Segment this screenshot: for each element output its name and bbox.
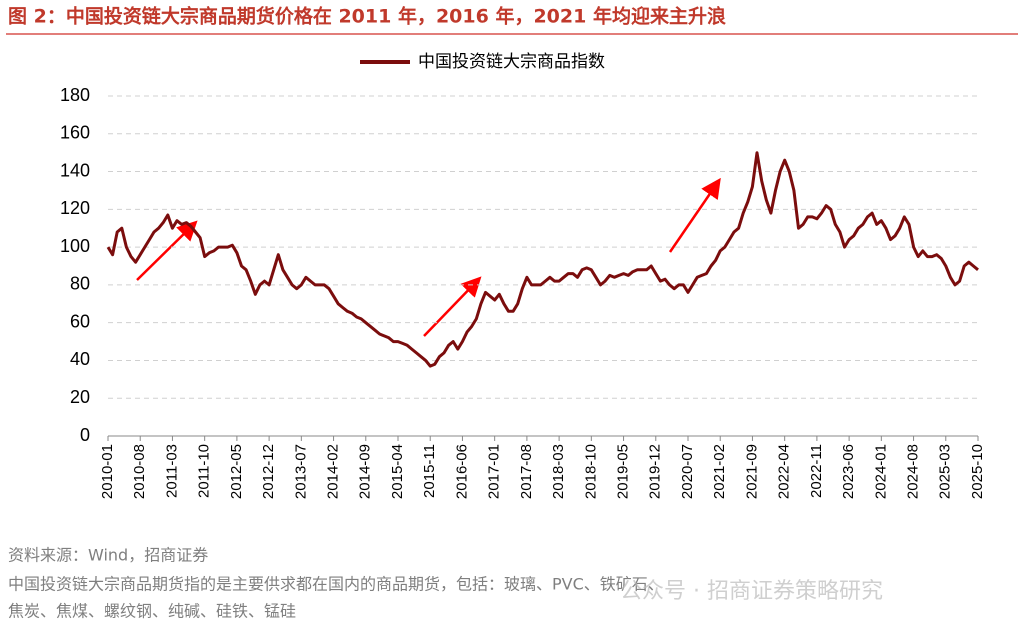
x-tick-label: 2017-01 <box>486 444 503 499</box>
x-tick-label: 2015-04 <box>389 444 406 499</box>
y-tick-label: 120 <box>60 198 90 218</box>
x-tick-label: 2022-04 <box>776 444 793 499</box>
x-tick-label: 2011-10 <box>196 444 213 498</box>
x-tick-label: 2025-03 <box>937 444 954 499</box>
y-tick-label: 40 <box>70 349 90 369</box>
y-tick-label: 20 <box>70 387 90 407</box>
x-tick-label: 2010-08 <box>131 444 148 499</box>
x-tick-label: 2011-03 <box>163 444 180 498</box>
x-tick-label: 2024-01 <box>872 444 889 499</box>
definition-note: 中国投资链大宗商品期货指的是主要供求都在国内的商品期货，包括：玻璃、PVC、铁矿… <box>8 575 664 594</box>
y-tick-label: 180 <box>60 85 90 105</box>
x-tick-label: 2023-06 <box>840 444 857 499</box>
y-tick-label: 160 <box>60 123 90 143</box>
definition-note: 焦炭、焦煤、螺纹钢、纯碱、硅铁、锰硅 <box>8 602 296 621</box>
x-tick-label: 2012-05 <box>228 444 245 499</box>
x-tick-label: 2019-12 <box>647 444 664 499</box>
x-tick-label: 2015-11 <box>421 444 438 498</box>
y-tick-label: 80 <box>70 274 90 294</box>
arrows <box>136 177 721 337</box>
x-tick-label: 2014-09 <box>357 444 374 499</box>
x-tick-label: 2020-07 <box>679 444 696 499</box>
x-tick-label: 2012-12 <box>260 444 277 499</box>
x-tick-label: 2018-03 <box>550 444 567 499</box>
x-tick-label: 2013-07 <box>292 444 309 499</box>
chart-title: 图 2：中国投资链大宗商品期货价格在 2011 年，2016 年，2021 年均… <box>8 5 726 28</box>
y-tick-label: 0 <box>80 425 90 445</box>
watermark: 公众号 · 招商证券策略研究 <box>620 579 883 604</box>
x-tick-label: 2017-08 <box>518 444 535 499</box>
y-tick-label: 140 <box>60 160 90 180</box>
x-tick-label: 2024-08 <box>905 444 922 499</box>
x-tick-label: 2021-02 <box>711 444 728 499</box>
source-note: 资料来源：Wind，招商证券 <box>8 546 208 565</box>
x-tick-label: 2018-10 <box>582 444 599 499</box>
x-tick-label: 2014-02 <box>325 444 342 499</box>
legend-label: 中国投资链大宗商品指数 <box>418 52 605 72</box>
data-line <box>106 151 979 368</box>
x-tick-label: 2019-05 <box>615 444 632 499</box>
x-tick-label: 2010-01 <box>99 444 116 499</box>
y-tick-label: 100 <box>60 236 90 256</box>
x-tick-label: 2022-11 <box>808 444 825 498</box>
x-tick-label: 2016-06 <box>453 444 470 499</box>
x-tick-label: 2021-09 <box>743 444 760 499</box>
y-tick-label: 60 <box>70 311 90 331</box>
x-tick-label: 2025-10 <box>969 444 986 499</box>
